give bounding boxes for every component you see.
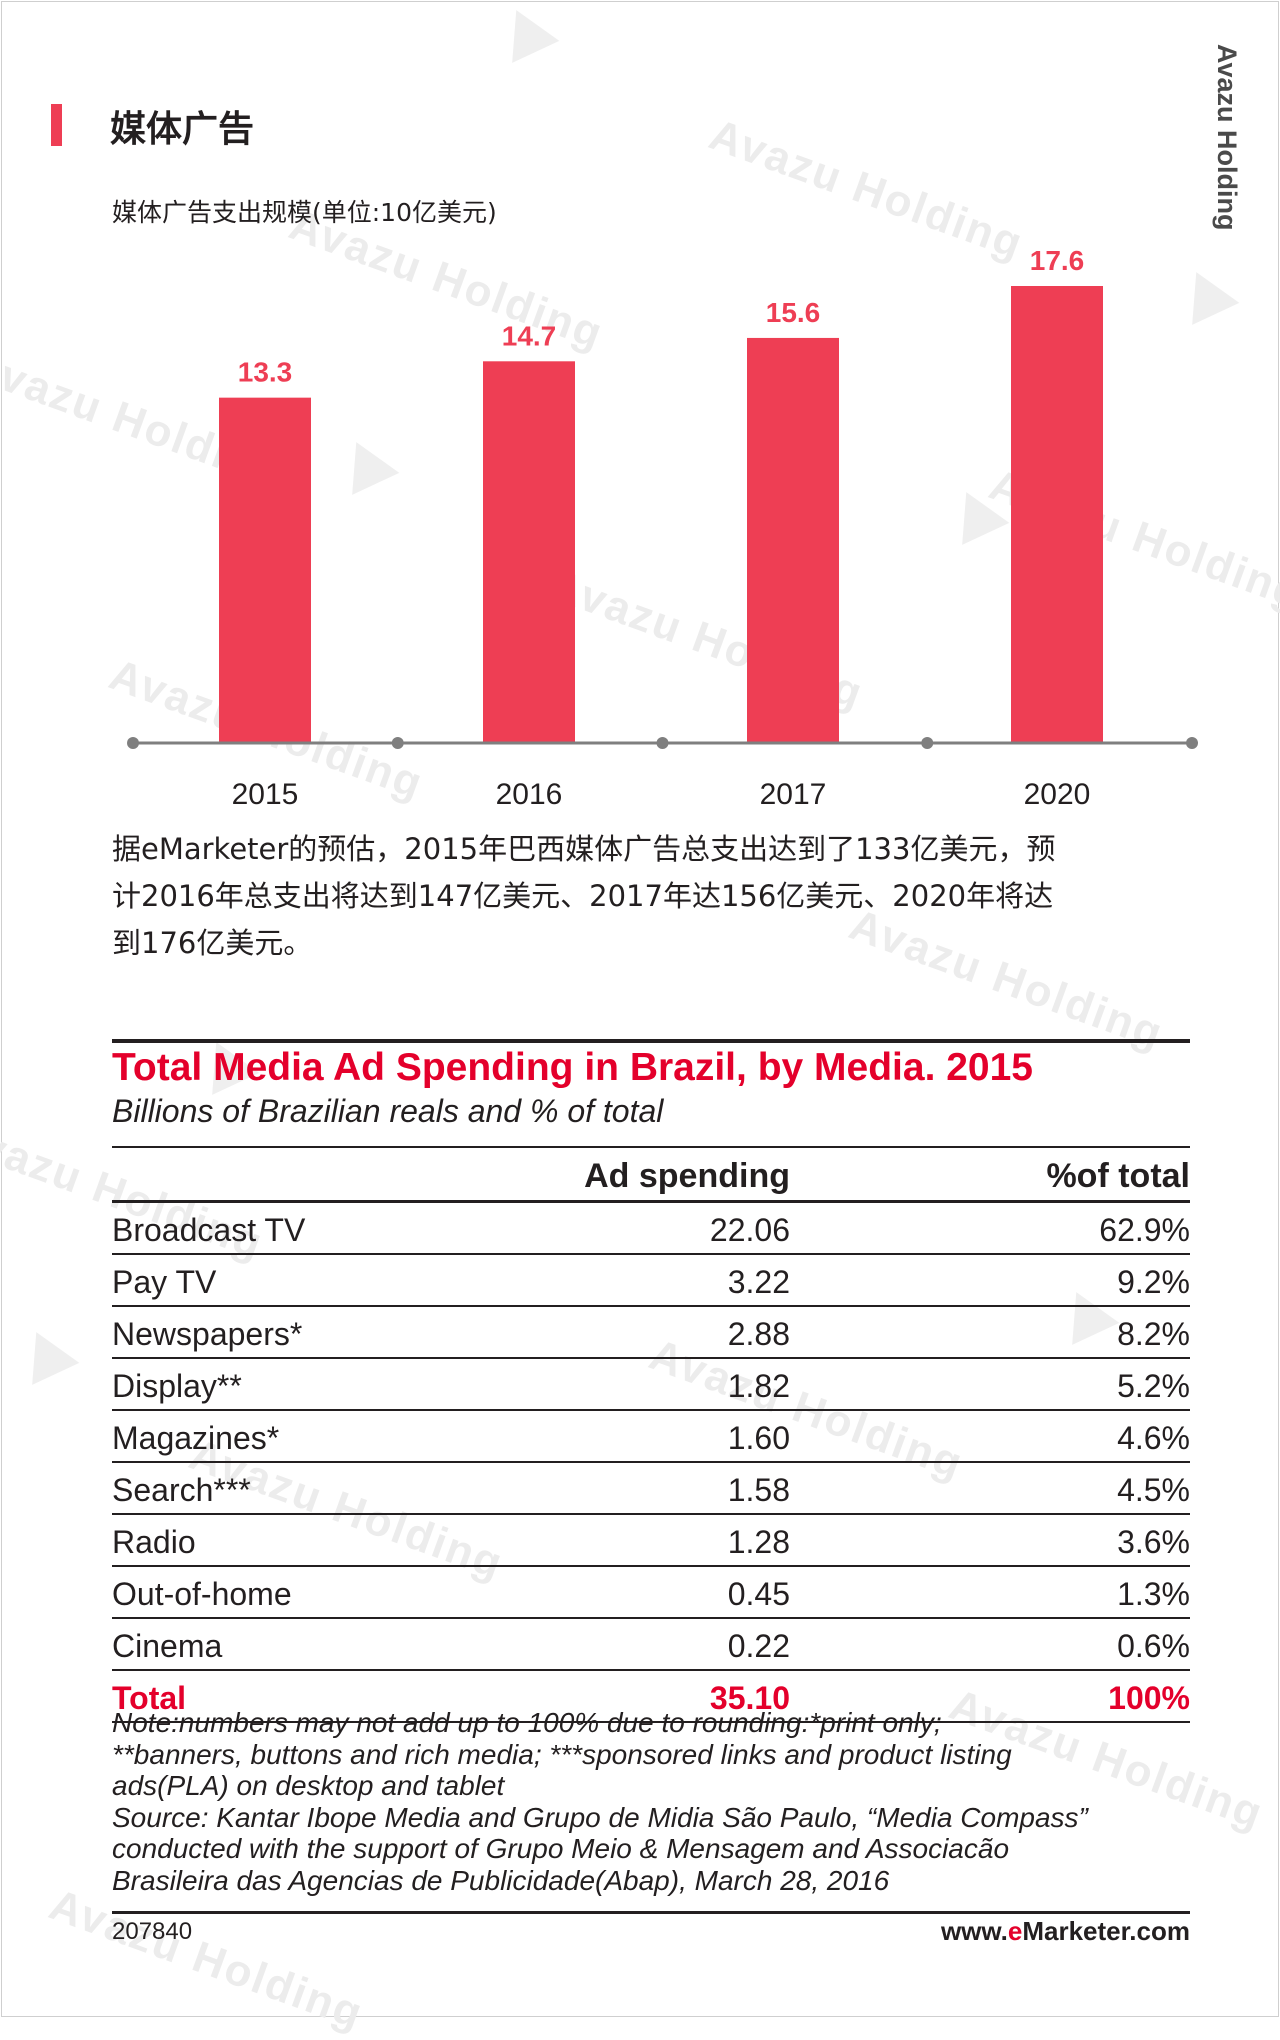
cell-media: Broadcast TV <box>112 1212 306 1248</box>
table-total-row: Total 35.10 100% <box>112 1671 1190 1723</box>
total-label: Total <box>112 1680 187 1716</box>
table-top-rule <box>112 1039 1190 1043</box>
x-axis-tick <box>921 737 934 749</box>
cell-ad-spending: 0.45 <box>727 1576 790 1612</box>
site-prefix: www. <box>940 1916 1008 1946</box>
table-title: Total Media Ad Spending in Brazil, by Me… <box>112 1046 1033 1089</box>
table-subtitle-rule <box>112 1146 1190 1148</box>
bar-value-label: 13.3 <box>238 357 293 388</box>
site-accent: e <box>1007 1916 1023 1946</box>
cell-percent: 3.6% <box>1117 1524 1190 1560</box>
summary-paragraph: 据eMarketer的预估，2015年巴西媒体广告总支出达到了133亿美元，预 … <box>112 826 1182 967</box>
footer-rule <box>112 1911 1190 1914</box>
cell-ad-spending: 0.22 <box>727 1628 790 1664</box>
header-percent-total: %of total <box>1046 1157 1190 1195</box>
cell-percent: 62.9% <box>1099 1212 1190 1248</box>
table-subtitle: Billions of Brazilian reals and % of tot… <box>112 1093 664 1129</box>
x-axis-tick <box>656 737 669 749</box>
table-row: Out-of-home 0.45 1.3% <box>112 1567 1190 1619</box>
cell-media: Newspapers* <box>112 1316 303 1352</box>
note-line: ads(PLA) on desktop and tablet <box>112 1770 505 1801</box>
paragraph-line: 计2016年总支出将达到147亿美元、2017年达156亿美元、2020年将达 <box>112 879 1054 913</box>
cell-media: Display** <box>112 1368 242 1404</box>
cell-media: Search*** <box>112 1472 251 1508</box>
x-tick-label: 2017 <box>760 778 827 811</box>
cell-ad-spending: 1.60 <box>727 1420 790 1456</box>
bar-value-label: 17.6 <box>1030 245 1085 276</box>
x-axis-tick <box>1186 737 1198 749</box>
table-row: Newspapers* 2.88 8.2% <box>112 1307 1190 1359</box>
cell-percent: 1.3% <box>1117 1576 1190 1612</box>
cell-media: Out-of-home <box>112 1576 292 1612</box>
table-header-row: Ad spending %of total <box>112 1148 1190 1203</box>
x-tick-label: 2020 <box>1024 778 1091 811</box>
site-link[interactable]: www.eMarketer.com <box>941 1916 1190 1947</box>
x-tick-label: 2015 <box>232 778 299 811</box>
note-line: conducted with the support of Grupo Meio… <box>112 1833 1010 1864</box>
cell-media: Cinema <box>112 1628 223 1664</box>
total-ad-spending: 35.10 <box>709 1680 790 1716</box>
note-line: Brasileira das Agencias de Publicidade(A… <box>112 1864 890 1896</box>
note-line: **banners, buttons and rich media; ***sp… <box>112 1738 1012 1770</box>
bar-value-label: 15.6 <box>766 297 821 328</box>
cell-percent: 4.6% <box>1117 1420 1190 1456</box>
cell-ad-spending: 22.06 <box>709 1212 790 1248</box>
section-marker <box>51 104 62 146</box>
paragraph-line: 到176亿美元。 <box>112 926 313 960</box>
chart-subtitle: 媒体广告支出规模(单位:10亿美元) <box>112 198 497 227</box>
x-axis-tick <box>127 737 139 749</box>
media-spending-table: Ad spending %of total Broadcast TV 22.06… <box>112 1148 1190 1723</box>
bar <box>483 361 575 743</box>
table-row: Magazines* 1.60 4.6% <box>112 1411 1190 1463</box>
cell-percent: 4.5% <box>1117 1472 1190 1508</box>
cell-media: Radio <box>112 1524 196 1560</box>
note-line: Source: Kantar Ibope Media and Grupo de … <box>112 1801 1088 1833</box>
cell-percent: 9.2% <box>1117 1264 1190 1300</box>
note-line: Note:numbers may not add up to 100% due … <box>112 1707 942 1738</box>
cell-ad-spending: 2.88 <box>727 1316 790 1352</box>
cell-ad-spending: 3.22 <box>727 1264 790 1300</box>
bar-value-label: 14.7 <box>502 320 557 351</box>
header-ad-spending: Ad spending <box>584 1157 790 1195</box>
cell-ad-spending: 1.58 <box>727 1472 790 1508</box>
cell-ad-spending: 1.82 <box>727 1368 790 1404</box>
bar <box>747 337 839 743</box>
table-row: Pay TV 3.22 9.2% <box>112 1255 1190 1307</box>
section-title: 媒体广告 <box>110 109 255 150</box>
site-suffix: Marketer.com <box>1022 1916 1190 1946</box>
cell-percent: 8.2% <box>1117 1316 1190 1352</box>
cell-percent: 5.2% <box>1117 1368 1190 1404</box>
cell-media: Pay TV <box>112 1264 217 1300</box>
table-row: Search*** 1.58 4.5% <box>112 1463 1190 1515</box>
bar <box>219 397 311 743</box>
table-notes: Note:numbers may not add up to 100% due … <box>112 1707 1192 1896</box>
cell-percent: 0.6% <box>1117 1628 1190 1664</box>
cell-ad-spending: 1.28 <box>727 1524 790 1560</box>
table-row: Radio 1.28 3.6% <box>112 1515 1190 1567</box>
table-row: Display** 1.82 5.2% <box>112 1359 1190 1411</box>
paragraph-line: 据eMarketer的预估，2015年巴西媒体广告总支出达到了133亿美元，预 <box>112 832 1056 866</box>
bar <box>1011 286 1103 743</box>
table-row: Cinema 0.22 0.6% <box>112 1619 1190 1671</box>
chart-id: 207840 <box>112 1918 193 1945</box>
table-row: Broadcast TV 22.06 62.9% <box>112 1203 1190 1255</box>
cell-media: Magazines* <box>112 1420 280 1456</box>
total-percent: 100% <box>1108 1680 1190 1716</box>
x-tick-label: 2016 <box>496 778 563 811</box>
x-axis-tick <box>391 737 404 749</box>
bar-chart: 13.3 2015 14.7 2016 15.6 2017 17.6 2020 <box>127 245 1198 811</box>
